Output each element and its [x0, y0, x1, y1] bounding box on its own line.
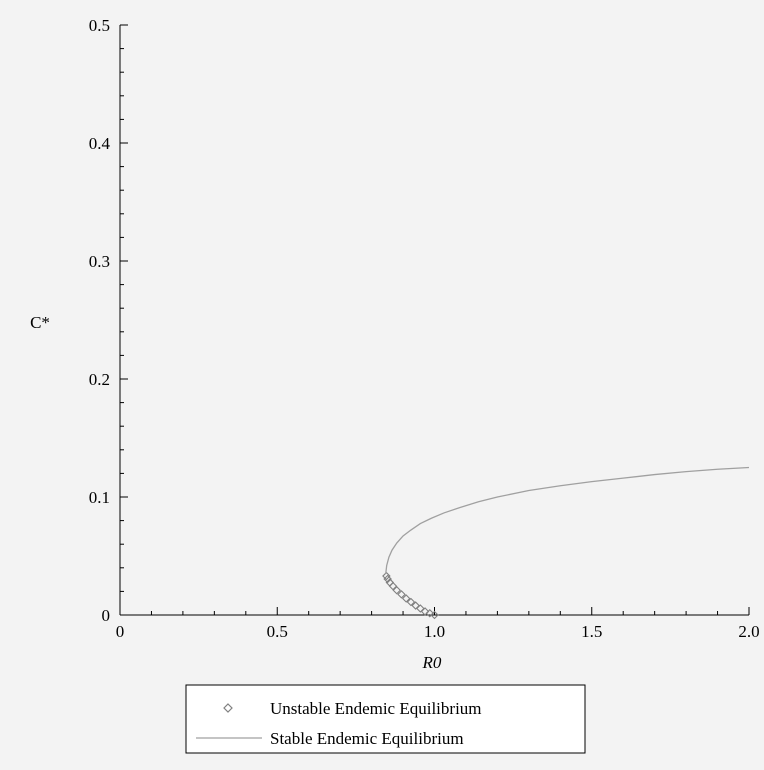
- x-axis-title: R0: [422, 653, 442, 672]
- x-tick-label: 1.0: [424, 622, 445, 641]
- unstable-equilibrium-point: [382, 571, 391, 581]
- y-tick-label: 0: [102, 606, 111, 625]
- unstable-equilibrium-point: [411, 601, 420, 610]
- x-tick-label: 1.5: [581, 622, 602, 641]
- y-tick-label: 0.5: [89, 16, 110, 35]
- unstable-equilibrium-point: [392, 585, 402, 595]
- legend-label-stable: Stable Endemic Equilibrium: [270, 729, 464, 748]
- unstable-equilibrium-point: [401, 594, 411, 603]
- y-tick-label: 0.2: [89, 370, 110, 389]
- x-tick-label: 0: [116, 622, 125, 641]
- legend-label-unstable: Unstable Endemic Equilibrium: [270, 699, 482, 718]
- x-tick-label: 2.0: [738, 622, 759, 641]
- y-axis-title: C*: [30, 313, 50, 332]
- y-ticks: 0 0.1 0.2 0.3 0.4 0.5: [89, 16, 128, 625]
- unstable-equilibrium-point: [406, 597, 416, 607]
- unstable-equilibrium-point: [385, 578, 395, 587]
- legend-marker-diamond-icon: [223, 703, 233, 713]
- stable-equilibrium-line: [385, 466, 750, 574]
- y-tick-label: 0.1: [89, 488, 110, 507]
- unstable-equilibrium-point: [397, 590, 406, 599]
- legend-item-stable: Stable Endemic Equilibrium: [196, 729, 464, 748]
- y-tick-label: 0.4: [89, 134, 111, 153]
- y-tick-label: 0.3: [89, 252, 110, 271]
- series-layer: [382, 466, 750, 620]
- legend-item-unstable: Unstable Endemic Equilibrium: [223, 699, 482, 718]
- legend: Unstable Endemic Equilibrium Stable Ende…: [185, 684, 586, 754]
- legend-box: [185, 684, 586, 754]
- x-tick-label: 0.5: [267, 622, 288, 641]
